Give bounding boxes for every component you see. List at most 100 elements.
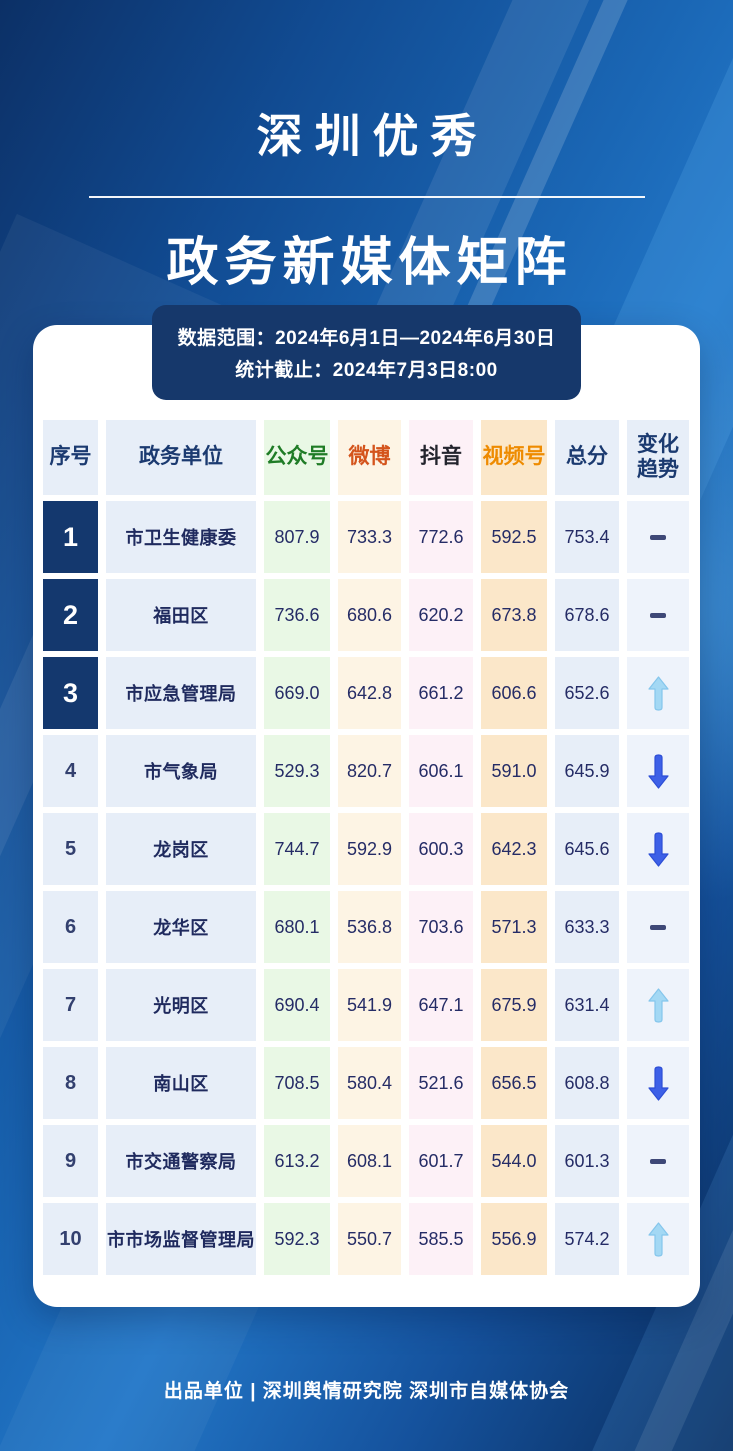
title-line2: 政务新媒体矩阵	[166, 234, 573, 292]
score-shipinhao: 591.0	[481, 735, 547, 807]
header-weibo: 微博	[338, 420, 401, 495]
header-trend: 变化 趋势	[627, 420, 689, 495]
score-total: 645.6	[555, 813, 619, 885]
footer-credit: 出品单位 | 深圳舆情研究院 深圳市自媒体协会	[163, 1381, 570, 1402]
rank-cell: 4	[43, 735, 98, 807]
trend-flat-icon	[650, 534, 666, 540]
trend-down-icon	[647, 831, 669, 867]
score-shipinhao: 556.9	[481, 1203, 547, 1275]
score-gongzhonghao: 680.1	[264, 891, 330, 963]
ranking-table: 序号 政务单位 公众号 微博 抖音 视频号 总分 变化 趋势 1 市卫生健康委 80…	[43, 420, 689, 1275]
trend-flat-icon	[650, 612, 666, 618]
score-douyin: 620.2	[409, 579, 473, 651]
score-douyin: 661.2	[409, 657, 473, 729]
score-shipinhao: 675.9	[481, 969, 547, 1041]
score-total: 631.4	[555, 969, 619, 1041]
score-shipinhao: 544.0	[481, 1125, 547, 1197]
score-gongzhonghao: 613.2	[264, 1125, 330, 1197]
trend-flat-icon	[650, 1158, 666, 1164]
score-weibo: 608.1	[338, 1125, 401, 1197]
rank-cell: 10	[43, 1203, 98, 1275]
trend-cell	[627, 813, 689, 885]
rank-cell: 6	[43, 891, 98, 963]
score-weibo: 536.8	[338, 891, 401, 963]
trend-cell	[627, 969, 689, 1041]
score-total: 633.3	[555, 891, 619, 963]
unit-cell: 南山区	[106, 1047, 256, 1119]
unit-cell: 市市场监督管理局	[106, 1203, 256, 1275]
score-shipinhao: 673.8	[481, 579, 547, 651]
score-shipinhao: 642.3	[481, 813, 547, 885]
score-gongzhonghao: 736.6	[264, 579, 330, 651]
score-gongzhonghao: 592.3	[264, 1203, 330, 1275]
trend-cell	[627, 1047, 689, 1119]
title-line1: 深圳优秀	[256, 110, 489, 162]
title-block: 深圳优秀 政务新媒体矩阵	[0, 100, 733, 295]
trend-cell	[627, 579, 689, 651]
trend-down-icon	[647, 1065, 669, 1101]
trend-cell	[627, 1203, 689, 1275]
trend-cell	[627, 1125, 689, 1197]
rank-cell: 7	[43, 969, 98, 1041]
trend-up-icon	[647, 1221, 669, 1257]
header-rank: 序号	[43, 420, 98, 495]
trend-cell	[627, 657, 689, 729]
unit-cell: 福田区	[106, 579, 256, 651]
unit-cell: 龙岗区	[106, 813, 256, 885]
header-douyin: 抖音	[409, 420, 473, 495]
trend-cell	[627, 501, 689, 573]
score-gongzhonghao: 529.3	[264, 735, 330, 807]
unit-cell: 市交通警察局	[106, 1125, 256, 1197]
header-unit: 政务单位	[106, 420, 256, 495]
unit-cell: 光明区	[106, 969, 256, 1041]
score-total: 652.6	[555, 657, 619, 729]
score-douyin: 606.1	[409, 735, 473, 807]
rank-cell: 5	[43, 813, 98, 885]
score-gongzhonghao: 690.4	[264, 969, 330, 1041]
score-shipinhao: 606.6	[481, 657, 547, 729]
score-weibo: 733.3	[338, 501, 401, 573]
score-weibo: 820.7	[338, 735, 401, 807]
badge-stat-deadline: 统计截止：2024年7月3日8:00	[235, 360, 498, 381]
rank-cell: 2	[43, 579, 98, 651]
score-douyin: 600.3	[409, 813, 473, 885]
score-total: 678.6	[555, 579, 619, 651]
header-shipinhao: 视频号	[481, 420, 547, 495]
score-total: 608.8	[555, 1047, 619, 1119]
score-douyin: 585.5	[409, 1203, 473, 1275]
score-weibo: 550.7	[338, 1203, 401, 1275]
rank-cell: 1	[43, 501, 98, 573]
header-total: 总分	[555, 420, 619, 495]
score-weibo: 592.9	[338, 813, 401, 885]
badge-data-range: 数据范围：2024年6月1日—2024年6月30日	[177, 328, 556, 349]
rank-cell: 8	[43, 1047, 98, 1119]
score-gongzhonghao: 669.0	[264, 657, 330, 729]
trend-cell	[627, 891, 689, 963]
score-total: 601.3	[555, 1125, 619, 1197]
header-gongzhonghao: 公众号	[264, 420, 330, 495]
trend-up-icon	[647, 675, 669, 711]
rank-cell: 9	[43, 1125, 98, 1197]
trend-down-icon	[647, 753, 669, 789]
score-total: 753.4	[555, 501, 619, 573]
score-total: 645.9	[555, 735, 619, 807]
unit-cell: 市卫生健康委	[106, 501, 256, 573]
score-douyin: 772.6	[409, 501, 473, 573]
score-weibo: 541.9	[338, 969, 401, 1041]
score-douyin: 601.7	[409, 1125, 473, 1197]
unit-cell: 市应急管理局	[106, 657, 256, 729]
score-total: 574.2	[555, 1203, 619, 1275]
score-shipinhao: 571.3	[481, 891, 547, 963]
rank-cell: 3	[43, 657, 98, 729]
title-divider	[88, 196, 645, 198]
trend-cell	[627, 735, 689, 807]
score-shipinhao: 592.5	[481, 501, 547, 573]
score-douyin: 703.6	[409, 891, 473, 963]
score-gongzhonghao: 708.5	[264, 1047, 330, 1119]
score-weibo: 680.6	[338, 579, 401, 651]
ranking-card: 序号 政务单位 公众号 微博 抖音 视频号 总分 变化 趋势 1 市卫生健康委 80…	[33, 325, 700, 1307]
score-weibo: 642.8	[338, 657, 401, 729]
score-weibo: 580.4	[338, 1047, 401, 1119]
trend-up-icon	[647, 987, 669, 1023]
